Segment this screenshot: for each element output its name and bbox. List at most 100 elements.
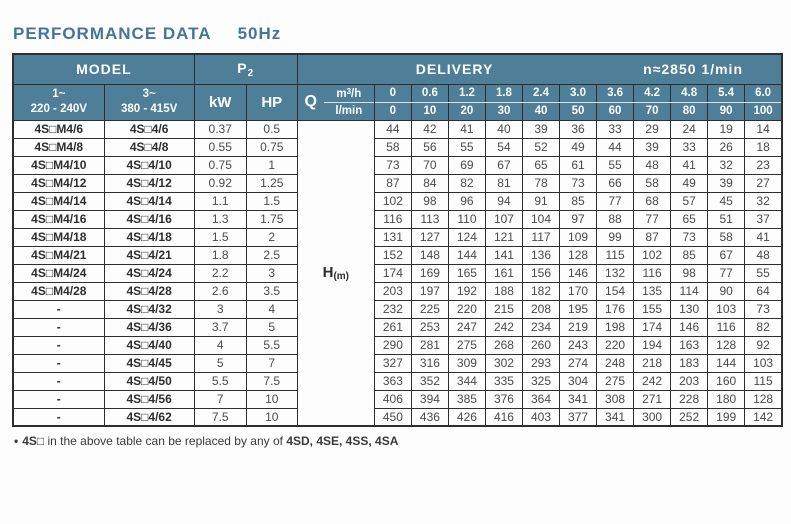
flow-m3h-value: 0 bbox=[373, 83, 412, 103]
table-row: 4S□M4/8 4S□4/8 0.55 0.75 58 56 55 54 52 49 44 39 33 2… bbox=[12, 137, 783, 157]
head-value: 70 bbox=[410, 155, 449, 175]
head-value: 24 bbox=[670, 119, 709, 139]
head-value: 41 bbox=[670, 155, 709, 175]
head-value: 78 bbox=[521, 173, 561, 193]
head-value: 228 bbox=[670, 389, 709, 409]
table-row: -4S□4/50 5.5 7.5 363 352 344 335 325 304 275 242 20… bbox=[12, 371, 783, 391]
head-value: 302 bbox=[484, 353, 523, 373]
flow-q-label: Q bbox=[304, 93, 317, 110]
head-value: 180 bbox=[707, 389, 746, 409]
head-value: 144 bbox=[707, 353, 746, 373]
head-value: 48 bbox=[633, 155, 672, 175]
model-header: MODEL bbox=[12, 53, 195, 85]
head-value: 39 bbox=[633, 137, 672, 157]
single-phase-voltage: 220 - 240V bbox=[30, 103, 87, 115]
single-phase-header: 1~ 220 - 240V bbox=[12, 83, 105, 121]
head-value: 98 bbox=[670, 263, 709, 283]
kw-value: 0.37 bbox=[193, 119, 247, 139]
hp-value: 10 bbox=[245, 407, 298, 427]
hp-value: 3 bbox=[245, 263, 298, 283]
model-single-phase: 4S□M4/12 bbox=[12, 173, 105, 193]
table-row: -4S□4/32 3 4 232 225 220 215 208 195 176 155 130 103… bbox=[12, 299, 783, 319]
three-phase-type: 3~ bbox=[142, 88, 156, 101]
head-value: 55 bbox=[596, 155, 635, 175]
head-value: 341 bbox=[559, 389, 598, 409]
hp-value: 2.5 bbox=[245, 245, 298, 265]
head-value: 69 bbox=[447, 155, 486, 175]
head-value: 57 bbox=[670, 191, 709, 211]
footnote-model-code: 4S□ bbox=[22, 434, 45, 448]
model-three-phase: 4S□4/6 bbox=[103, 119, 195, 139]
head-value: 58 bbox=[373, 137, 412, 157]
kw-value: 4 bbox=[193, 335, 247, 355]
head-value: 261 bbox=[373, 317, 412, 337]
head-value: 55 bbox=[447, 137, 486, 157]
model-single-phase: 4S□M4/24 bbox=[12, 263, 105, 283]
head-value: 174 bbox=[373, 263, 412, 283]
head-value: 64 bbox=[744, 281, 783, 301]
model-single-phase: - bbox=[12, 317, 105, 337]
head-value: 116 bbox=[633, 263, 672, 283]
head-value: 61 bbox=[559, 155, 598, 175]
hp-value: 10 bbox=[245, 389, 298, 409]
model-single-phase: - bbox=[12, 371, 105, 391]
model-single-phase: - bbox=[12, 335, 105, 355]
model-single-phase: - bbox=[12, 353, 105, 373]
head-value: 114 bbox=[670, 281, 709, 301]
kw-header: kW bbox=[193, 83, 247, 121]
hp-value: 0.5 bbox=[245, 119, 298, 139]
head-value: 316 bbox=[410, 353, 449, 373]
head-value: 77 bbox=[633, 209, 672, 229]
head-value: 309 bbox=[447, 353, 486, 373]
model-three-phase: 4S□4/24 bbox=[103, 263, 195, 283]
head-value: 275 bbox=[596, 371, 635, 391]
head-value: 146 bbox=[670, 317, 709, 337]
model-three-phase: 4S□4/18 bbox=[103, 227, 195, 247]
head-value: 56 bbox=[410, 137, 449, 157]
hp-value: 4 bbox=[245, 299, 298, 319]
p2-subscript: 2 bbox=[247, 67, 255, 79]
head-value: 36 bbox=[559, 119, 598, 139]
head-value: 243 bbox=[559, 335, 598, 355]
head-value: 55 bbox=[744, 263, 783, 283]
kw-value: 0.92 bbox=[193, 173, 247, 193]
head-value: 87 bbox=[373, 173, 412, 193]
head-value: 66 bbox=[596, 173, 635, 193]
head-value: 220 bbox=[596, 335, 635, 355]
head-value: 44 bbox=[596, 137, 635, 157]
model-single-phase: 4S□M4/6 bbox=[12, 119, 105, 139]
head-value: 248 bbox=[596, 353, 635, 373]
head-value: 281 bbox=[410, 335, 449, 355]
flow-lmin-value: 100 bbox=[744, 101, 783, 121]
head-value: 128 bbox=[707, 335, 746, 355]
head-value: 39 bbox=[707, 173, 746, 193]
head-value: 176 bbox=[596, 299, 635, 319]
head-value: 450 bbox=[373, 407, 412, 427]
kw-value: 7 bbox=[193, 389, 247, 409]
head-value: 92 bbox=[744, 335, 783, 355]
hp-header: HP bbox=[245, 83, 298, 121]
head-value: 146 bbox=[559, 263, 598, 283]
kw-value: 2.2 bbox=[193, 263, 247, 283]
p2-label: P bbox=[237, 59, 248, 76]
flow-m3h-value: 6.0 bbox=[744, 83, 783, 103]
hp-value: 1.25 bbox=[245, 173, 298, 193]
head-value: 48 bbox=[744, 245, 783, 265]
head-value: 293 bbox=[521, 353, 561, 373]
head-value: 68 bbox=[633, 191, 672, 211]
kw-value: 1.3 bbox=[193, 209, 247, 229]
table-row: 4S□M4/12 4S□4/12 0.92 1.25 87 84 82 81 78 73 66 58 4… bbox=[12, 173, 783, 193]
head-value: 45 bbox=[707, 191, 746, 211]
head-value: 152 bbox=[373, 245, 412, 265]
footnote-replacement-codes: 4SD, 4SE, 4SS, 4SA bbox=[286, 434, 399, 448]
head-value: 94 bbox=[484, 191, 523, 211]
flow-unit-lmin: l/min bbox=[335, 105, 363, 117]
hp-value: 7 bbox=[245, 353, 298, 373]
flow-m3h-value: 4.8 bbox=[670, 83, 709, 103]
head-value: 104 bbox=[521, 209, 561, 229]
table-row: 4S□M4/21 4S□4/21 1.8 2.5 152 148 144 141 136 128 1… bbox=[12, 245, 783, 265]
hp-value: 1.75 bbox=[245, 209, 298, 229]
head-meters-label: H(m) bbox=[296, 119, 375, 427]
head-value: 416 bbox=[484, 407, 523, 427]
head-value: 85 bbox=[670, 245, 709, 265]
